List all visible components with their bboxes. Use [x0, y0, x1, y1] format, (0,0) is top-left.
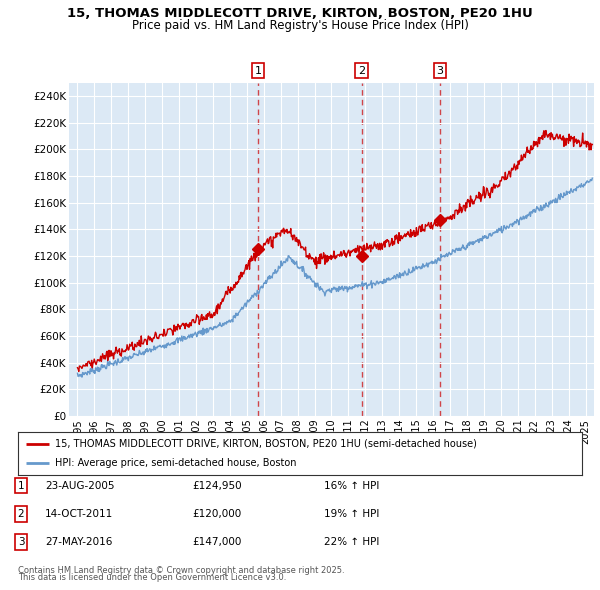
Text: 15, THOMAS MIDDLECOTT DRIVE, KIRTON, BOSTON, PE20 1HU: 15, THOMAS MIDDLECOTT DRIVE, KIRTON, BOS…	[67, 7, 533, 20]
Text: HPI: Average price, semi-detached house, Boston: HPI: Average price, semi-detached house,…	[55, 458, 296, 468]
Text: 1: 1	[254, 65, 262, 76]
Text: 3: 3	[17, 537, 25, 547]
Text: £124,950: £124,950	[192, 481, 242, 490]
Text: 27-MAY-2016: 27-MAY-2016	[45, 537, 112, 547]
Text: This data is licensed under the Open Government Licence v3.0.: This data is licensed under the Open Gov…	[18, 573, 286, 582]
Text: 22% ↑ HPI: 22% ↑ HPI	[324, 537, 379, 547]
Text: 23-AUG-2005: 23-AUG-2005	[45, 481, 115, 490]
Text: 19% ↑ HPI: 19% ↑ HPI	[324, 509, 379, 519]
Text: 14-OCT-2011: 14-OCT-2011	[45, 509, 113, 519]
Text: Contains HM Land Registry data © Crown copyright and database right 2025.: Contains HM Land Registry data © Crown c…	[18, 566, 344, 575]
Text: £147,000: £147,000	[192, 537, 241, 547]
Text: Price paid vs. HM Land Registry's House Price Index (HPI): Price paid vs. HM Land Registry's House …	[131, 19, 469, 32]
Text: £120,000: £120,000	[192, 509, 241, 519]
Text: 15, THOMAS MIDDLECOTT DRIVE, KIRTON, BOSTON, PE20 1HU (semi-detached house): 15, THOMAS MIDDLECOTT DRIVE, KIRTON, BOS…	[55, 439, 476, 449]
Text: 16% ↑ HPI: 16% ↑ HPI	[324, 481, 379, 490]
Text: 2: 2	[17, 509, 25, 519]
Text: 2: 2	[358, 65, 365, 76]
Text: 3: 3	[437, 65, 443, 76]
Text: 1: 1	[17, 481, 25, 490]
